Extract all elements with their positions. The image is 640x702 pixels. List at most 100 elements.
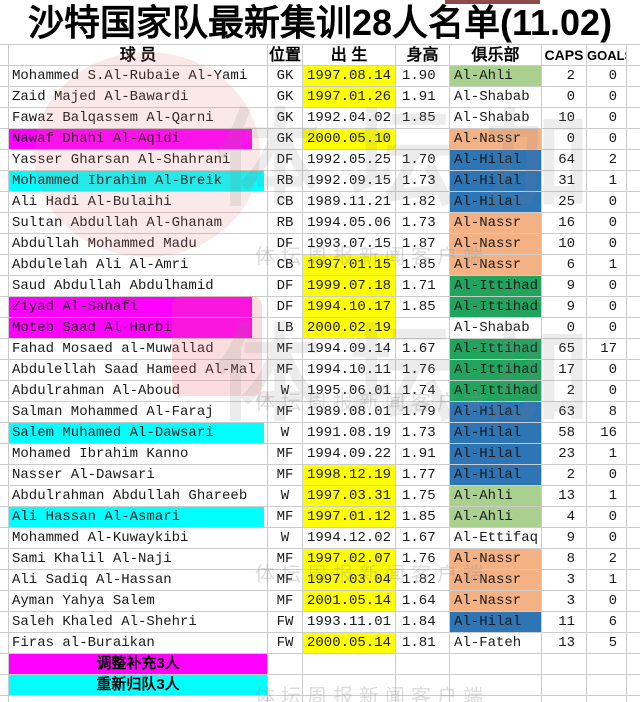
row-margin-cell bbox=[0, 528, 9, 549]
header-cell-height: 身高 bbox=[396, 45, 450, 66]
birth-date-cell: 1997.08.14 bbox=[303, 66, 396, 87]
player-name: Zaid Majed Al-Bawardi bbox=[12, 89, 189, 105]
player-row: Saud Abdullah Abdulhamid DF 1999.07.18 1.71… bbox=[0, 276, 640, 297]
player-row: Abdullah Mohammed Madu DF 1993.07.15 1.87 Al… bbox=[0, 234, 640, 255]
row-margin-cell bbox=[0, 255, 9, 276]
position-cell: MF bbox=[268, 402, 303, 423]
position-cell: MF bbox=[268, 360, 303, 381]
player-row: Salman Mohammed Al-Faraj MF 1989.08.01 1.79… bbox=[0, 402, 640, 423]
birth-date-cell: 2001.05.14 bbox=[303, 591, 396, 612]
player-row: Sami Khalil Al-Naji MF 1997.02.07 1.76 Al-Na… bbox=[0, 549, 640, 570]
player-name-cell: Mohammed Ibrahim Al-Breik bbox=[9, 171, 268, 192]
position-cell: GK bbox=[268, 66, 303, 87]
header-cell-birth: 出 生 bbox=[303, 45, 396, 66]
player-name-cell: Abdullah Mohammed Madu bbox=[9, 234, 268, 255]
position-cell: MF bbox=[268, 507, 303, 528]
player-name: Ayman Yahya Salem bbox=[12, 593, 155, 609]
player-name: Firas al-Buraikan bbox=[12, 635, 155, 651]
row-end-cell bbox=[627, 255, 640, 276]
row-end-cell bbox=[627, 171, 640, 192]
header-cell-goals: GOALS bbox=[587, 45, 627, 66]
empty-cell bbox=[9, 696, 268, 702]
club-cell: Al-Nassr bbox=[450, 213, 542, 234]
position-cell: RB bbox=[268, 171, 303, 192]
position-cell: FW bbox=[268, 612, 303, 633]
player-name-cell: Ali Sadiq Al-Hassan bbox=[9, 570, 268, 591]
caps-cell: 2 bbox=[542, 465, 587, 486]
row-margin-cell bbox=[0, 129, 9, 150]
caps-cell: 65 bbox=[542, 339, 587, 360]
player-name: Saleh Khaled Al-Shehri bbox=[12, 614, 197, 630]
empty-cell bbox=[0, 696, 9, 702]
position-cell: MF bbox=[268, 570, 303, 591]
empty-cell bbox=[450, 696, 542, 702]
player-name-cell: Yasser Gharsan Al-Shahrani bbox=[9, 150, 268, 171]
row-margin-cell bbox=[0, 276, 9, 297]
goals-cell: 17 bbox=[587, 339, 627, 360]
row-margin-cell bbox=[0, 591, 9, 612]
birth-date-cell: 1994.12.02 bbox=[303, 528, 396, 549]
player-name-cell: Nawaf Dhahi Al-Aqidi bbox=[9, 129, 268, 150]
player-name-cell: Mohamed Ibrahim Kanno bbox=[9, 444, 268, 465]
goals-cell: 16 bbox=[587, 423, 627, 444]
birth-date-cell: 1999.07.18 bbox=[303, 276, 396, 297]
player-name: Mohammed Ibrahim Al-Breik bbox=[9, 171, 264, 191]
height-cell: 1.76 bbox=[396, 360, 450, 381]
header-cell-club: 俱乐部 bbox=[450, 45, 542, 66]
height-cell bbox=[396, 318, 450, 339]
caps-cell: 13 bbox=[542, 633, 587, 654]
position-cell: DF bbox=[268, 297, 303, 318]
player-row: Abdulrahman Al-Aboud W 1995.06.01 1.74 Al-It… bbox=[0, 381, 640, 402]
player-name-cell: Sami Khalil Al-Naji bbox=[9, 549, 268, 570]
player-name: Nasser Al-Dawsari bbox=[12, 467, 155, 483]
player-name-cell: Ali Hassan Al-Asmari bbox=[9, 507, 268, 528]
player-name-cell: Fahad Mosaed al-Muwallad bbox=[9, 339, 268, 360]
birth-date-cell: 1989.11.21 bbox=[303, 192, 396, 213]
header-cell-extra bbox=[627, 45, 640, 66]
caps-cell: 9 bbox=[542, 276, 587, 297]
player-name-cell: Abdulelah Ali Al-Amri bbox=[9, 255, 268, 276]
row-end-cell bbox=[627, 591, 640, 612]
birth-date-cell: 1991.08.19 bbox=[303, 423, 396, 444]
player-name-cell: Abdulrahman Al-Aboud bbox=[9, 381, 268, 402]
birth-date-cell: 1994.09.22 bbox=[303, 444, 396, 465]
height-cell: 1.73 bbox=[396, 213, 450, 234]
height-cell: 1.71 bbox=[396, 276, 450, 297]
player-name-cell: Mohammed Al-Kuwaykibi bbox=[9, 528, 268, 549]
row-end-cell bbox=[627, 507, 640, 528]
row-margin-cell bbox=[0, 549, 9, 570]
row-end-cell bbox=[627, 402, 640, 423]
height-cell: 1.85 bbox=[396, 108, 450, 129]
height-cell: 1.91 bbox=[396, 87, 450, 108]
player-name: Sultan Abdullah Al-Ghanam bbox=[12, 215, 223, 231]
player-name: Yasser Gharsan Al-Shahrani bbox=[12, 152, 231, 168]
player-row: Firas al-Buraikan FW 2000.05.14 1.81 Al-Fate… bbox=[0, 633, 640, 654]
player-row: Mohammed Al-Kuwaykibi W 1994.12.02 1.67 Al-E… bbox=[0, 528, 640, 549]
footer-note: 调整补充3人 bbox=[9, 654, 268, 675]
player-name: Ali Hadi Al-Bulaihi bbox=[12, 194, 172, 210]
row-end-cell bbox=[627, 528, 640, 549]
footer-row: 调整补充3人 bbox=[0, 654, 640, 675]
player-row: Zaid Majed Al-Bawardi GK 1997.01.26 1.91 Al-… bbox=[0, 87, 640, 108]
height-cell: 1.73 bbox=[396, 423, 450, 444]
row-margin-cell bbox=[0, 108, 9, 129]
caps-cell: 16 bbox=[542, 213, 587, 234]
club-cell: Al-Nassr bbox=[450, 129, 542, 150]
row-end-cell bbox=[627, 150, 640, 171]
goals-cell: 0 bbox=[587, 528, 627, 549]
height-cell: 1.67 bbox=[396, 528, 450, 549]
position-cell: W bbox=[268, 528, 303, 549]
goals-cell: 6 bbox=[587, 612, 627, 633]
row-margin-cell bbox=[0, 507, 9, 528]
player-name-cell: Mohammed S.Al-Rubaie Al-Yami bbox=[9, 66, 268, 87]
page-title: 沙特国家队最新集训28人名单(11.02) bbox=[27, 2, 613, 43]
player-name: Mohammed S.Al-Rubaie Al-Yami bbox=[12, 68, 248, 84]
caps-cell: 11 bbox=[542, 612, 587, 633]
club-cell: Al-Nassr bbox=[450, 255, 542, 276]
player-name: Ali Hassan Al-Asmari bbox=[9, 507, 264, 527]
empty-cell bbox=[268, 675, 303, 696]
empty-cell bbox=[587, 696, 627, 702]
caps-cell: 4 bbox=[542, 507, 587, 528]
empty-cell bbox=[268, 696, 303, 702]
goals-cell: 1 bbox=[587, 486, 627, 507]
